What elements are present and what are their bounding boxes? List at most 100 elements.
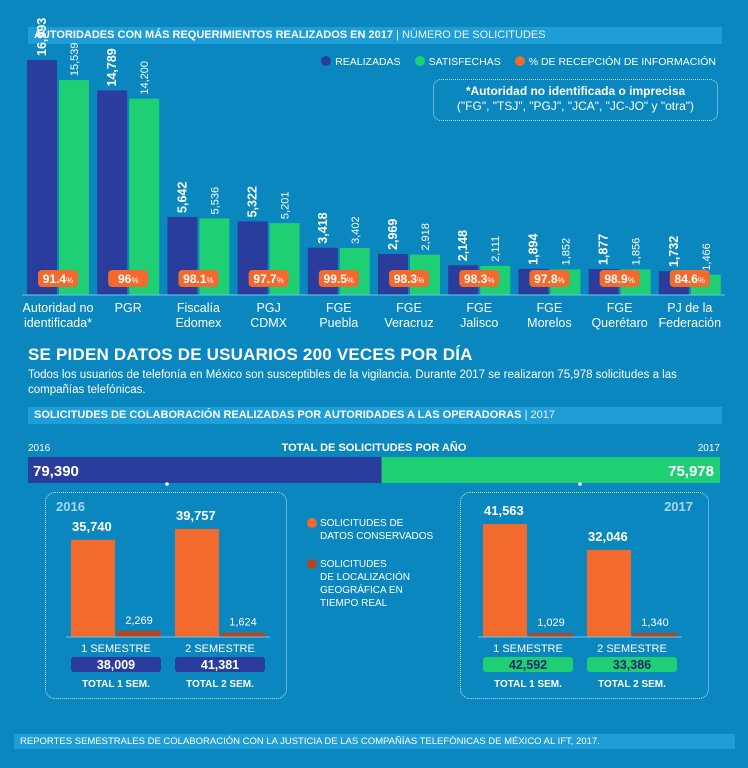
percent-label: 98.3% bbox=[394, 272, 424, 286]
section-header-authorities: AUTORIDADES CON MÁS REQUERIMIENTOS REALI… bbox=[28, 27, 722, 44]
value-label-conservados: 41,563 bbox=[484, 503, 524, 518]
percent-badge bbox=[178, 270, 219, 287]
box-2016 bbox=[45, 492, 287, 699]
connector-dot bbox=[578, 482, 582, 486]
percent-badge bbox=[459, 270, 500, 287]
total-value-2017: 75,978 bbox=[668, 463, 714, 480]
legend-dot-icon bbox=[414, 56, 425, 66]
value-label-realizadas: 1,894 bbox=[526, 233, 540, 264]
bar-localizacion bbox=[633, 633, 677, 637]
bar-localizacion bbox=[117, 630, 161, 637]
category-label: PGJ bbox=[256, 301, 280, 315]
section-header-collaboration: SOLICITUDES DE COLABORACIÓN REALIZADAS P… bbox=[28, 407, 722, 424]
category-label: PJ de la bbox=[667, 301, 712, 315]
value-label-conservados: 35,740 bbox=[72, 519, 112, 534]
bar-localizacion bbox=[221, 632, 265, 637]
percent-badge bbox=[318, 270, 359, 287]
category-label: Morelos bbox=[527, 316, 571, 330]
bar-satisfechas bbox=[129, 98, 160, 295]
category-label: FGE bbox=[537, 301, 563, 315]
legend-satisfechas: SATISFECHAS bbox=[414, 56, 501, 68]
percent-sign: % bbox=[207, 276, 214, 285]
bar-datos-conservados bbox=[587, 549, 631, 637]
legend-label-localizacion: DE LOCALIZACIÓN bbox=[320, 570, 410, 583]
category-label: Fiscalía bbox=[177, 301, 220, 315]
bar-datos-conservados bbox=[483, 524, 527, 637]
value-label-localizacion: 1,340 bbox=[641, 617, 669, 629]
percent-label: 98.3% bbox=[464, 272, 494, 286]
legend-label-localizacion: SOLICITUDES bbox=[320, 559, 387, 570]
semester-total-caption: TOTAL 1 SEM. bbox=[494, 679, 562, 690]
note-line-2: ("FG", "TSJ", "PGJ", "JCA", "JC-JO" y "o… bbox=[456, 99, 695, 113]
semester-total-value: 41,381 bbox=[201, 658, 239, 672]
semester-total-value: 38,009 bbox=[97, 658, 135, 672]
semester-total-value: 42,592 bbox=[509, 658, 547, 672]
legend-label: REALIZADAS bbox=[335, 56, 401, 68]
semester-total-pill bbox=[483, 657, 573, 672]
bar-datos-conservados bbox=[71, 539, 115, 637]
category-label: FGE bbox=[607, 301, 633, 315]
legend-label-conservados: SOLICITUDES DE bbox=[320, 518, 404, 529]
percent-sign: % bbox=[277, 276, 284, 285]
year-label-left: 2016 bbox=[28, 443, 51, 454]
percent-label: 98.1% bbox=[183, 272, 213, 286]
legend-recepcion: % DE RECEPCIÓN DE INFORMACIÓN bbox=[514, 56, 716, 68]
category-label: Jalisco bbox=[460, 316, 498, 330]
percent-badge bbox=[248, 270, 289, 287]
value-label-realizadas: 1,732 bbox=[667, 236, 681, 267]
category-label: Veracruz bbox=[384, 316, 433, 330]
total-value-2016: 79,390 bbox=[33, 463, 79, 480]
chart-legend: REALIZADAS SATISFECHAS % DE RECEPCIÓN DE… bbox=[321, 56, 716, 68]
value-label-realizadas: 16,993 bbox=[35, 18, 49, 56]
percent-label: 98.9% bbox=[604, 272, 634, 286]
bar-satisfechas bbox=[59, 80, 89, 295]
value-label-conservados: 39,757 bbox=[176, 508, 216, 523]
value-label-realizadas: 3,418 bbox=[316, 212, 330, 243]
semester-label: 2 SEMESTRE bbox=[597, 643, 667, 655]
semester-label: 1 SEMESTRE bbox=[493, 643, 563, 655]
percent-sign: % bbox=[487, 276, 494, 285]
percent-sign: % bbox=[347, 276, 354, 285]
value-label-localizacion: 2,269 bbox=[125, 615, 153, 627]
semester-label: 1 SEMESTRE bbox=[81, 643, 151, 655]
semester-bar-charts: 2016 TOTAL DE SOLICITUDES POR AÑO 2017 79,3… bbox=[28, 441, 720, 690]
section-title: SOLICITUDES DE COLABORACIÓN REALIZADAS P… bbox=[34, 409, 522, 421]
headline: SE PIDEN DATOS DE USUARIOS 200 VECES POR… bbox=[28, 345, 473, 364]
percent-badge bbox=[599, 270, 640, 287]
semester-total-pill bbox=[71, 657, 161, 672]
value-label-satisfechas: 14,200 bbox=[139, 61, 151, 95]
bar-localizacion bbox=[529, 633, 573, 637]
value-label-satisfechas: 2,111 bbox=[490, 236, 502, 262]
category-label: Puebla bbox=[319, 316, 358, 330]
bar-datos-conservados bbox=[175, 528, 219, 637]
value-label-realizadas: 2,148 bbox=[456, 230, 470, 261]
authorities-bar-chart: 16,993 15,539 91.4% Autoridad noidentificad… bbox=[22, 18, 725, 330]
box-year-2016: 2016 bbox=[56, 499, 85, 514]
value-label-satisfechas: 1,852 bbox=[560, 238, 572, 266]
category-label: CDMX bbox=[250, 316, 287, 330]
value-label-localizacion: 1,029 bbox=[537, 617, 565, 629]
percent-label: 97.7% bbox=[253, 272, 283, 286]
legend-dot-localizacion bbox=[307, 559, 317, 569]
total-bar-2016 bbox=[28, 457, 382, 483]
value-label-satisfechas: 5,536 bbox=[209, 187, 221, 215]
section-title: AUTORIDADES CON MÁS REQUERIMIENTOS REALI… bbox=[34, 29, 393, 41]
box-year-2017: 2017 bbox=[664, 499, 693, 514]
category-label: Querétaro bbox=[591, 316, 647, 330]
percent-label: 84.6% bbox=[675, 272, 705, 286]
percent-sign: % bbox=[558, 276, 565, 285]
section-subtitle: | NÚMERO DE SOLICITUDES bbox=[396, 29, 546, 41]
semester-total-value: 33,386 bbox=[613, 658, 651, 672]
percent-badge bbox=[389, 270, 429, 287]
bar-realizadas bbox=[97, 90, 128, 295]
value-label-satisfechas: 3,402 bbox=[350, 216, 362, 244]
semester-label: 2 SEMESTRE bbox=[185, 643, 255, 655]
category-label: Federación bbox=[659, 316, 722, 330]
value-label-localizacion: 1,624 bbox=[229, 617, 257, 629]
value-label-realizadas: 14,789 bbox=[105, 48, 119, 86]
value-label-satisfechas: 1,856 bbox=[631, 238, 643, 266]
category-label: Edomex bbox=[175, 316, 222, 330]
semester-total-caption: TOTAL 2 SEM. bbox=[598, 679, 666, 690]
source-footer: REPORTES SEMESTRALES DE COLABORACIÓN CON… bbox=[14, 734, 735, 749]
category-label: FGE bbox=[326, 301, 352, 315]
